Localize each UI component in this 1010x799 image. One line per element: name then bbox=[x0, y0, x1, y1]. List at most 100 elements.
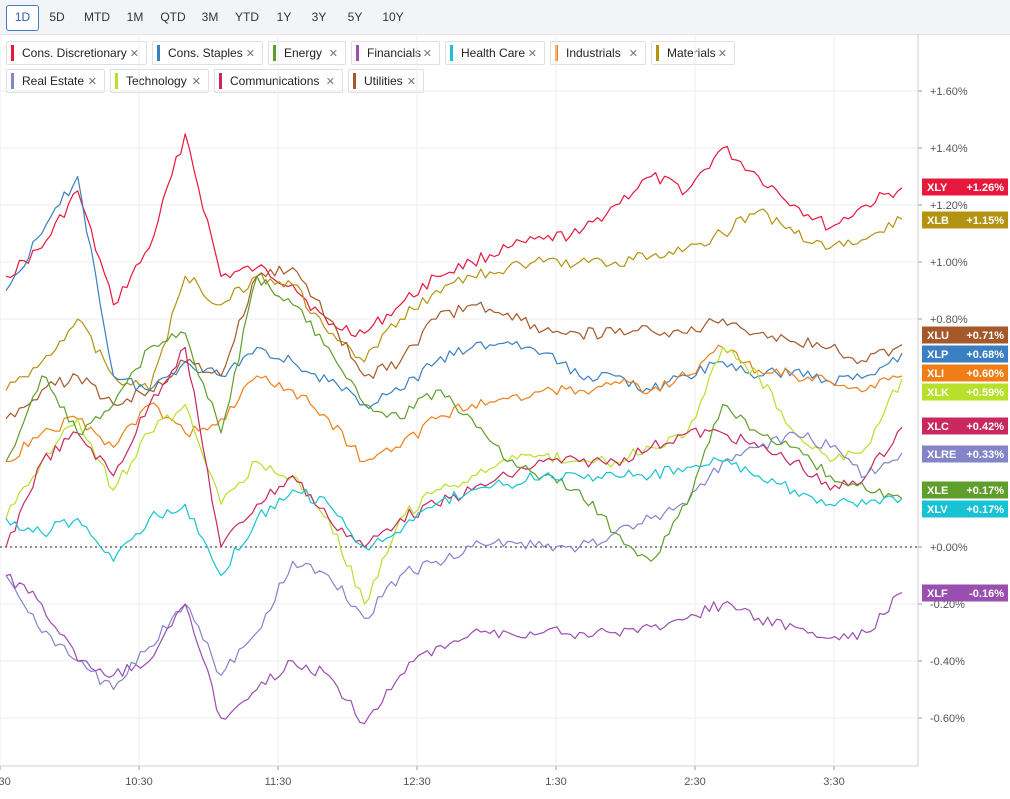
value-tag-xlb bbox=[922, 211, 1008, 229]
y-axis-tick-label: -0.60% bbox=[930, 713, 965, 725]
y-axis-tick-label: -0.20% bbox=[930, 599, 965, 611]
range-10y-button[interactable]: 10Y bbox=[382, 10, 404, 24]
x-axis-tick-label: 11:30 bbox=[265, 776, 292, 788]
value-tag-ticker: XLE bbox=[927, 485, 948, 497]
series-line-xle[interactable] bbox=[5, 275, 903, 562]
value-tag-xlv bbox=[922, 500, 1008, 518]
value-tag-change: +0.42% bbox=[966, 421, 1004, 433]
value-tag-ticker: XLC bbox=[927, 421, 949, 433]
value-tag-xlf bbox=[922, 584, 1008, 602]
value-tag-xlu bbox=[922, 326, 1008, 344]
close-icon[interactable]: ✕ bbox=[87, 75, 97, 88]
close-icon[interactable]: ✕ bbox=[129, 47, 139, 60]
series-line-xlv[interactable] bbox=[5, 457, 903, 577]
series-line-xly[interactable] bbox=[5, 133, 903, 338]
range-3m-button[interactable]: 3M bbox=[201, 10, 219, 24]
y-axis-tick-label: -0.40% bbox=[930, 656, 965, 668]
value-tag-ticker: XLF bbox=[927, 588, 948, 600]
close-icon[interactable]: ✕ bbox=[717, 47, 727, 60]
legend-label: Communications bbox=[230, 74, 320, 88]
close-icon[interactable]: ✕ bbox=[406, 75, 416, 88]
series-line-xlre[interactable] bbox=[5, 431, 903, 691]
legend-swatch bbox=[656, 45, 659, 61]
range-5y-button[interactable]: 5Y bbox=[347, 10, 363, 24]
legend-chip-health-care[interactable]: Health Care ✕ bbox=[445, 41, 545, 65]
legend-chip-materials[interactable]: Materials ✕ bbox=[651, 41, 735, 65]
value-tag-ticker: XLU bbox=[927, 330, 949, 342]
range-3y-button[interactable]: 3Y bbox=[311, 10, 327, 24]
legend-swatch bbox=[356, 45, 359, 61]
legend-chip-cons-discretionary[interactable]: Cons. Discretionary ✕ bbox=[6, 41, 147, 65]
y-axis-tick-label: +1.00% bbox=[930, 257, 968, 269]
legend-swatch bbox=[353, 73, 356, 89]
legend-label: Industrials bbox=[566, 46, 621, 60]
legend-label: Health Care bbox=[461, 46, 526, 60]
range-1m-button[interactable]: 1M bbox=[126, 10, 144, 24]
legend-label: Technology bbox=[126, 74, 187, 88]
legend-chip-real-estate[interactable]: Real Estate ✕ bbox=[6, 69, 105, 93]
value-tag-ticker: XLV bbox=[927, 504, 948, 516]
y-axis-tick-label: +0.00% bbox=[930, 542, 968, 554]
x-axis-tick-label: 1:30 bbox=[545, 776, 566, 788]
series-line-xlk[interactable] bbox=[5, 346, 903, 605]
legend-swatch bbox=[11, 45, 14, 61]
range-mtd-button[interactable]: MTD bbox=[84, 10, 110, 24]
series-line-xlb[interactable] bbox=[5, 208, 903, 391]
sector-performance-chart[interactable]: +1.60% +1.40% +1.20% +1.00% +0.80% +0.00% -0.2… bbox=[0, 34, 1010, 799]
value-tag-change: +1.26% bbox=[966, 182, 1004, 194]
close-icon[interactable]: ✕ bbox=[628, 47, 638, 60]
series-line-xlu[interactable] bbox=[5, 265, 903, 420]
value-tag-ticker: XLP bbox=[927, 349, 948, 361]
legend-swatch bbox=[273, 45, 276, 61]
legend-label: Energy bbox=[284, 46, 323, 60]
legend-swatch bbox=[157, 45, 160, 61]
time-range-toolbar: 1D 5D MTD 1M QTD 3M YTD 1Y 3Y 5Y 10Y bbox=[0, 0, 1010, 35]
legend-label: Materials bbox=[667, 46, 716, 60]
y-axis-tick-label: +1.20% bbox=[930, 200, 968, 212]
value-tag-change: +0.71% bbox=[966, 330, 1004, 342]
legend-chip-technology[interactable]: Technology ✕ bbox=[110, 69, 209, 93]
range-1y-button[interactable]: 1Y bbox=[276, 10, 292, 24]
value-tag-change: +0.17% bbox=[966, 504, 1004, 516]
y-axis-tick-label: +1.60% bbox=[930, 86, 968, 98]
value-tag-change: +0.68% bbox=[966, 349, 1004, 361]
legend-label: Financials bbox=[367, 46, 422, 60]
series-line-xlf[interactable] bbox=[5, 573, 903, 725]
close-icon[interactable]: ✕ bbox=[325, 75, 335, 88]
value-tag-change: +0.59% bbox=[966, 387, 1004, 399]
y-axis-tick-label: +0.80% bbox=[930, 314, 968, 326]
value-tag-xlre bbox=[922, 445, 1008, 463]
legend-chip-utilities[interactable]: Utilities ✕ bbox=[348, 69, 424, 93]
legend-swatch bbox=[450, 45, 453, 61]
legend-chip-energy[interactable]: Energy ✕ bbox=[268, 41, 346, 65]
value-tag-ticker: XLRE bbox=[927, 449, 956, 461]
series-line-xlc[interactable] bbox=[5, 346, 903, 548]
close-icon[interactable]: ✕ bbox=[328, 47, 338, 60]
value-tag-ticker: XLB bbox=[927, 215, 949, 227]
legend-label: Utilities bbox=[364, 74, 403, 88]
legend-chip-financials[interactable]: Financials ✕ bbox=[351, 41, 440, 65]
close-icon[interactable]: ✕ bbox=[527, 47, 537, 60]
x-axis-tick-label: 10:30 bbox=[125, 776, 153, 788]
value-tag-xli bbox=[922, 364, 1008, 382]
value-tag-xly bbox=[922, 178, 1008, 196]
value-tag-change: +0.60% bbox=[966, 368, 1004, 380]
value-tag-ticker: XLK bbox=[927, 387, 949, 399]
range-1d-button[interactable]: 1D bbox=[6, 5, 39, 31]
value-tag-xlc bbox=[922, 417, 1008, 435]
close-icon[interactable]: ✕ bbox=[422, 47, 432, 60]
legend-chip-cons-staples[interactable]: Cons. Staples ✕ bbox=[152, 41, 263, 65]
range-5d-button[interactable]: 5D bbox=[49, 10, 65, 24]
x-axis-tick-label: 3:30 bbox=[823, 776, 844, 788]
x-axis-tick-label: 9:30 bbox=[0, 776, 11, 788]
value-tag-ticker: XLY bbox=[927, 182, 948, 194]
range-ytd-button[interactable]: YTD bbox=[235, 10, 259, 24]
value-tag-xle bbox=[922, 481, 1008, 499]
close-icon[interactable]: ✕ bbox=[245, 47, 255, 60]
x-axis-tick-label: 2:30 bbox=[684, 776, 705, 788]
range-qtd-button[interactable]: QTD bbox=[160, 10, 186, 24]
series-line-xlp[interactable] bbox=[5, 175, 903, 410]
value-tag-change: +1.15% bbox=[966, 215, 1004, 227]
y-axis-tick-label: +1.40% bbox=[930, 143, 968, 155]
close-icon[interactable]: ✕ bbox=[191, 75, 201, 88]
